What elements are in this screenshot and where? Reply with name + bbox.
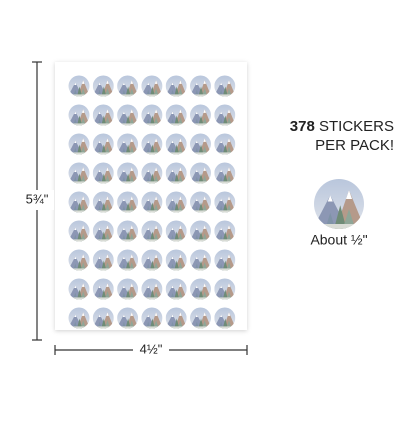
- label-bg: [20, 190, 54, 210]
- sample-size-label: About ½": [310, 232, 367, 248]
- sticker-grid: [69, 76, 236, 330]
- promo-word: STICKERS: [319, 118, 394, 135]
- promo-line-1: 378 STICKERS: [290, 118, 394, 135]
- promo-line-2: PER PACK!: [315, 137, 394, 154]
- height-label: 5¾": [26, 191, 49, 206]
- sticker-count: 378: [290, 118, 315, 135]
- width-label: 4½": [140, 341, 163, 356]
- sample-sticker: [314, 179, 364, 232]
- label-bg: [133, 340, 169, 360]
